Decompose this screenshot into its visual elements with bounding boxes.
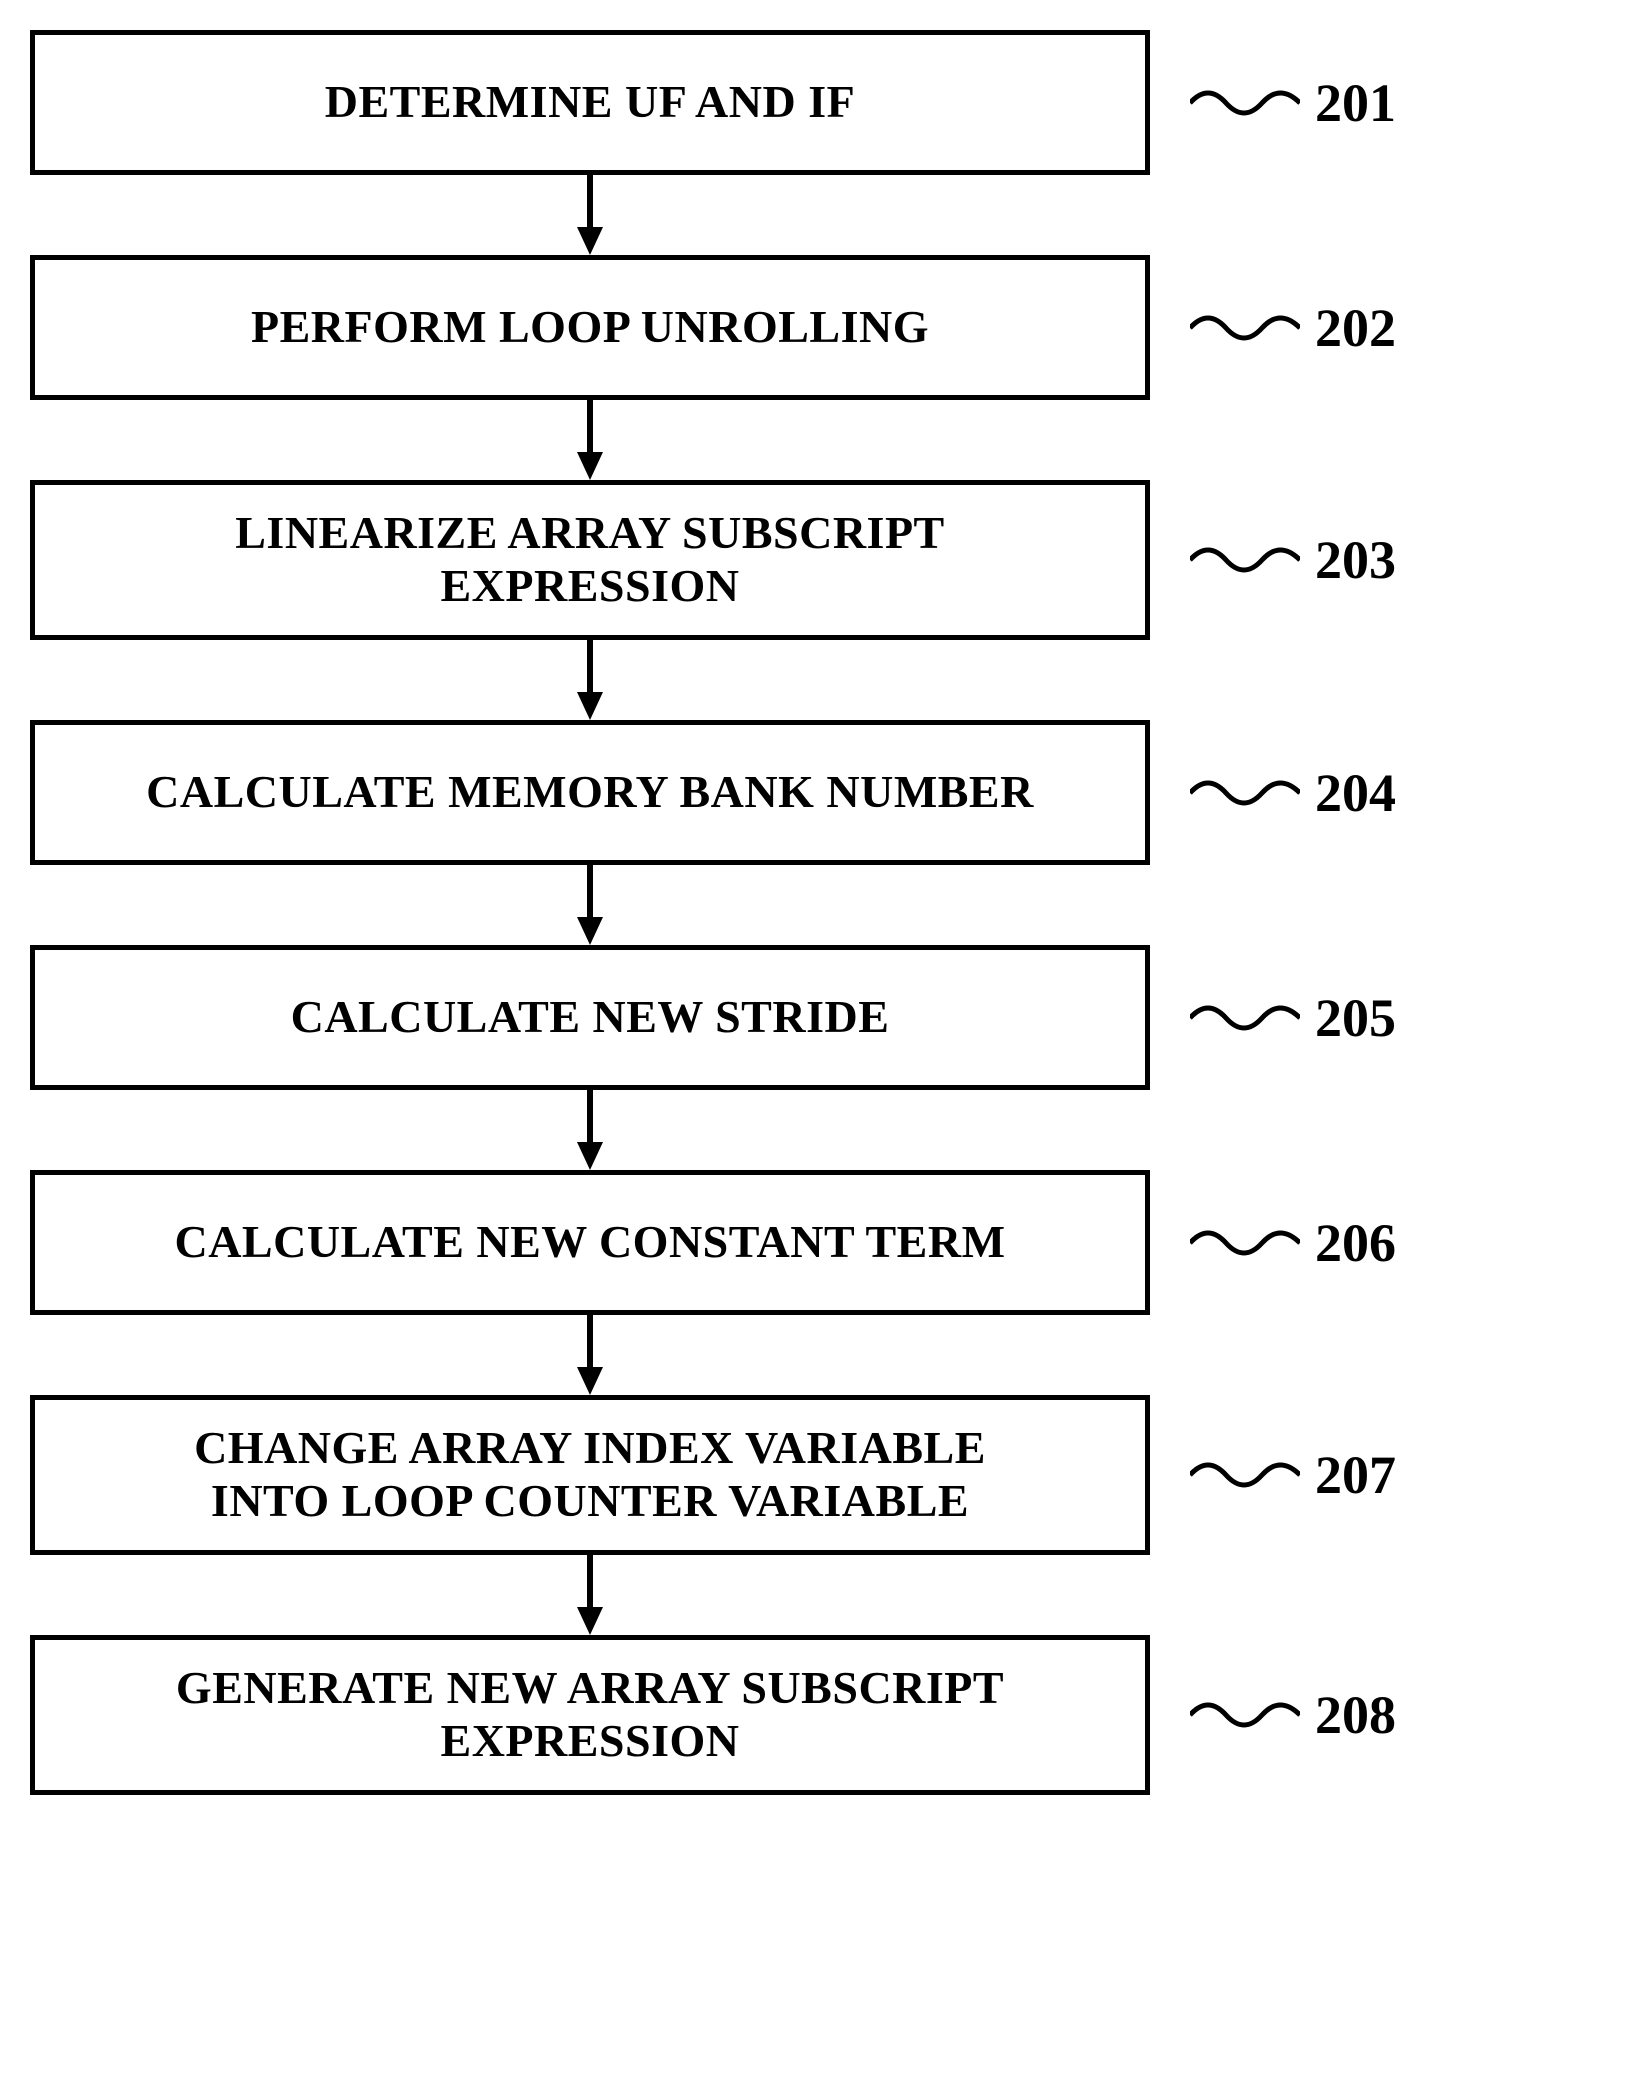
step-row-2: PERFORM LOOP UNROLLING 202 bbox=[30, 255, 1616, 400]
step-number-6: 206 bbox=[1315, 1212, 1396, 1274]
connector-group-5: 205 bbox=[1190, 987, 1396, 1049]
wavy-connector-icon bbox=[1190, 303, 1300, 353]
connector-group-3: 203 bbox=[1190, 529, 1396, 591]
step-row-7: CHANGE ARRAY INDEX VARIABLEINTO LOOP COU… bbox=[30, 1395, 1616, 1555]
step-text-6: CALCULATE NEW CONSTANT TERM bbox=[174, 1216, 1005, 1269]
arrow-down-icon bbox=[575, 400, 605, 480]
step-box-6: CALCULATE NEW CONSTANT TERM bbox=[30, 1170, 1150, 1315]
step-box-1: DETERMINE UF AND IF bbox=[30, 30, 1150, 175]
arrow-down-icon bbox=[575, 175, 605, 255]
flowchart-container: DETERMINE UF AND IF 201 PERFORM LOOP UNR… bbox=[30, 30, 1616, 1795]
connector-group-6: 206 bbox=[1190, 1212, 1396, 1274]
step-row-1: DETERMINE UF AND IF 201 bbox=[30, 30, 1616, 175]
step-number-8: 208 bbox=[1315, 1684, 1396, 1746]
step-box-4: CALCULATE MEMORY BANK NUMBER bbox=[30, 720, 1150, 865]
arrow-6 bbox=[30, 1315, 1150, 1395]
step-row-6: CALCULATE NEW CONSTANT TERM 206 bbox=[30, 1170, 1616, 1315]
arrow-5 bbox=[30, 1090, 1150, 1170]
connector-group-7: 207 bbox=[1190, 1444, 1396, 1506]
step-row-3: LINEARIZE ARRAY SUBSCRIPTEXPRESSION 203 bbox=[30, 480, 1616, 640]
step-box-8: GENERATE NEW ARRAY SUBSCRIPTEXPRESSION bbox=[30, 1635, 1150, 1795]
wavy-connector-icon bbox=[1190, 768, 1300, 818]
step-text-5: CALCULATE NEW STRIDE bbox=[291, 991, 890, 1044]
step-number-3: 203 bbox=[1315, 529, 1396, 591]
arrow-down-icon bbox=[575, 1555, 605, 1635]
step-number-1: 201 bbox=[1315, 72, 1396, 134]
step-row-5: CALCULATE NEW STRIDE 205 bbox=[30, 945, 1616, 1090]
step-text-2: PERFORM LOOP UNROLLING bbox=[251, 301, 929, 354]
step-number-7: 207 bbox=[1315, 1444, 1396, 1506]
wavy-connector-icon bbox=[1190, 78, 1300, 128]
step-number-2: 202 bbox=[1315, 297, 1396, 359]
step-text-4: CALCULATE MEMORY BANK NUMBER bbox=[146, 766, 1034, 819]
wavy-connector-icon bbox=[1190, 993, 1300, 1043]
arrow-down-icon bbox=[575, 640, 605, 720]
arrow-2 bbox=[30, 400, 1150, 480]
arrow-down-icon bbox=[575, 865, 605, 945]
connector-group-2: 202 bbox=[1190, 297, 1396, 359]
step-box-7: CHANGE ARRAY INDEX VARIABLEINTO LOOP COU… bbox=[30, 1395, 1150, 1555]
step-text-8: GENERATE NEW ARRAY SUBSCRIPTEXPRESSION bbox=[176, 1662, 1004, 1768]
arrow-down-icon bbox=[575, 1090, 605, 1170]
arrow-7 bbox=[30, 1555, 1150, 1635]
connector-group-1: 201 bbox=[1190, 72, 1396, 134]
wavy-connector-icon bbox=[1190, 1450, 1300, 1500]
step-row-8: GENERATE NEW ARRAY SUBSCRIPTEXPRESSION 2… bbox=[30, 1635, 1616, 1795]
step-box-2: PERFORM LOOP UNROLLING bbox=[30, 255, 1150, 400]
connector-group-4: 204 bbox=[1190, 762, 1396, 824]
wavy-connector-icon bbox=[1190, 1218, 1300, 1268]
wavy-connector-icon bbox=[1190, 1690, 1300, 1740]
step-text-1: DETERMINE UF AND IF bbox=[325, 76, 855, 129]
connector-group-8: 208 bbox=[1190, 1684, 1396, 1746]
step-number-4: 204 bbox=[1315, 762, 1396, 824]
arrow-4 bbox=[30, 865, 1150, 945]
step-text-3: LINEARIZE ARRAY SUBSCRIPTEXPRESSION bbox=[235, 507, 945, 613]
wavy-connector-icon bbox=[1190, 535, 1300, 585]
step-box-3: LINEARIZE ARRAY SUBSCRIPTEXPRESSION bbox=[30, 480, 1150, 640]
arrow-3 bbox=[30, 640, 1150, 720]
arrow-down-icon bbox=[575, 1315, 605, 1395]
arrow-1 bbox=[30, 175, 1150, 255]
step-number-5: 205 bbox=[1315, 987, 1396, 1049]
step-row-4: CALCULATE MEMORY BANK NUMBER 204 bbox=[30, 720, 1616, 865]
step-box-5: CALCULATE NEW STRIDE bbox=[30, 945, 1150, 1090]
step-text-7: CHANGE ARRAY INDEX VARIABLEINTO LOOP COU… bbox=[194, 1422, 986, 1528]
